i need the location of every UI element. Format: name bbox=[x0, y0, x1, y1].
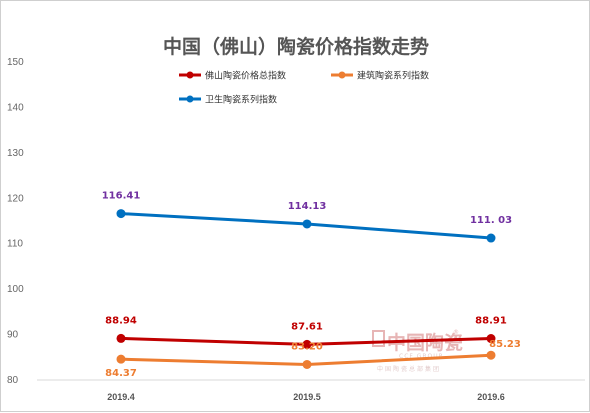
x-tick-label: 2019.6 bbox=[477, 392, 505, 402]
y-tick-label: 130 bbox=[7, 148, 24, 159]
data-point bbox=[302, 219, 312, 229]
watermark-en: CCF GROUP bbox=[399, 353, 443, 360]
data-point bbox=[116, 209, 126, 219]
data-point bbox=[486, 350, 496, 360]
watermark-logo-mark bbox=[372, 330, 385, 347]
data-label: 85.23 bbox=[489, 339, 521, 350]
series-2: 116.41 114.13 111. 03 bbox=[102, 191, 512, 243]
legend-label: 建筑陶瓷系列指数 bbox=[357, 70, 429, 82]
series-layer: 88.94 87.61 88.91 84.37 83.20 85.23 116.41 114.… bbox=[102, 191, 521, 380]
data-point bbox=[302, 359, 312, 369]
data-label: 87.61 bbox=[291, 321, 323, 332]
legend-swatch-marker bbox=[186, 95, 194, 103]
data-point bbox=[486, 233, 496, 243]
y-tick-label: 150 bbox=[7, 57, 24, 68]
svg-text:®: ® bbox=[453, 329, 459, 336]
x-tick-label: 2019.5 bbox=[293, 392, 321, 402]
data-point bbox=[116, 333, 126, 343]
y-tick-label: 140 bbox=[7, 102, 24, 113]
watermark: 中国陶瓷 ® CCF GROUP 中国陶瓷总部集团 bbox=[372, 329, 463, 373]
data-label: 88.91 bbox=[475, 316, 507, 327]
chart-title: 中国（佛山）陶瓷价格指数走势 bbox=[163, 35, 429, 58]
data-point bbox=[486, 334, 496, 344]
data-point bbox=[116, 354, 126, 364]
series-0: 88.94 87.61 88.91 bbox=[105, 315, 507, 349]
y-tick-label: 90 bbox=[7, 330, 19, 341]
data-label: 83.20 bbox=[291, 341, 323, 352]
watermark-cn: 中国陶瓷总部集团 bbox=[377, 365, 441, 373]
x-tick-label: 2019.4 bbox=[107, 392, 135, 402]
data-label: 84.37 bbox=[105, 368, 137, 379]
data-label: 88.94 bbox=[105, 315, 137, 326]
data-label: 116.41 bbox=[102, 191, 141, 202]
series-1: 84.37 83.20 85.23 bbox=[105, 339, 521, 379]
data-label: 111. 03 bbox=[470, 215, 512, 226]
data-label: 114.13 bbox=[288, 201, 327, 212]
y-axis: 80 90 100 110 120 130 140 150 bbox=[7, 57, 24, 386]
legend-swatch-marker bbox=[186, 71, 194, 79]
legend-swatch-marker bbox=[338, 71, 346, 79]
legend-label: 卫生陶瓷系列指数 bbox=[205, 94, 277, 106]
x-axis: 2019.4 2019.5 2019.6 bbox=[37, 379, 585, 402]
y-tick-label: 120 bbox=[7, 193, 24, 204]
watermark-logo: 中国陶瓷 bbox=[387, 331, 463, 354]
y-tick-label: 100 bbox=[7, 284, 24, 295]
y-tick-label: 110 bbox=[7, 239, 23, 250]
legend-label: 佛山陶瓷价格总指数 bbox=[205, 70, 286, 82]
data-point bbox=[302, 339, 312, 349]
y-tick-label: 80 bbox=[7, 375, 19, 386]
